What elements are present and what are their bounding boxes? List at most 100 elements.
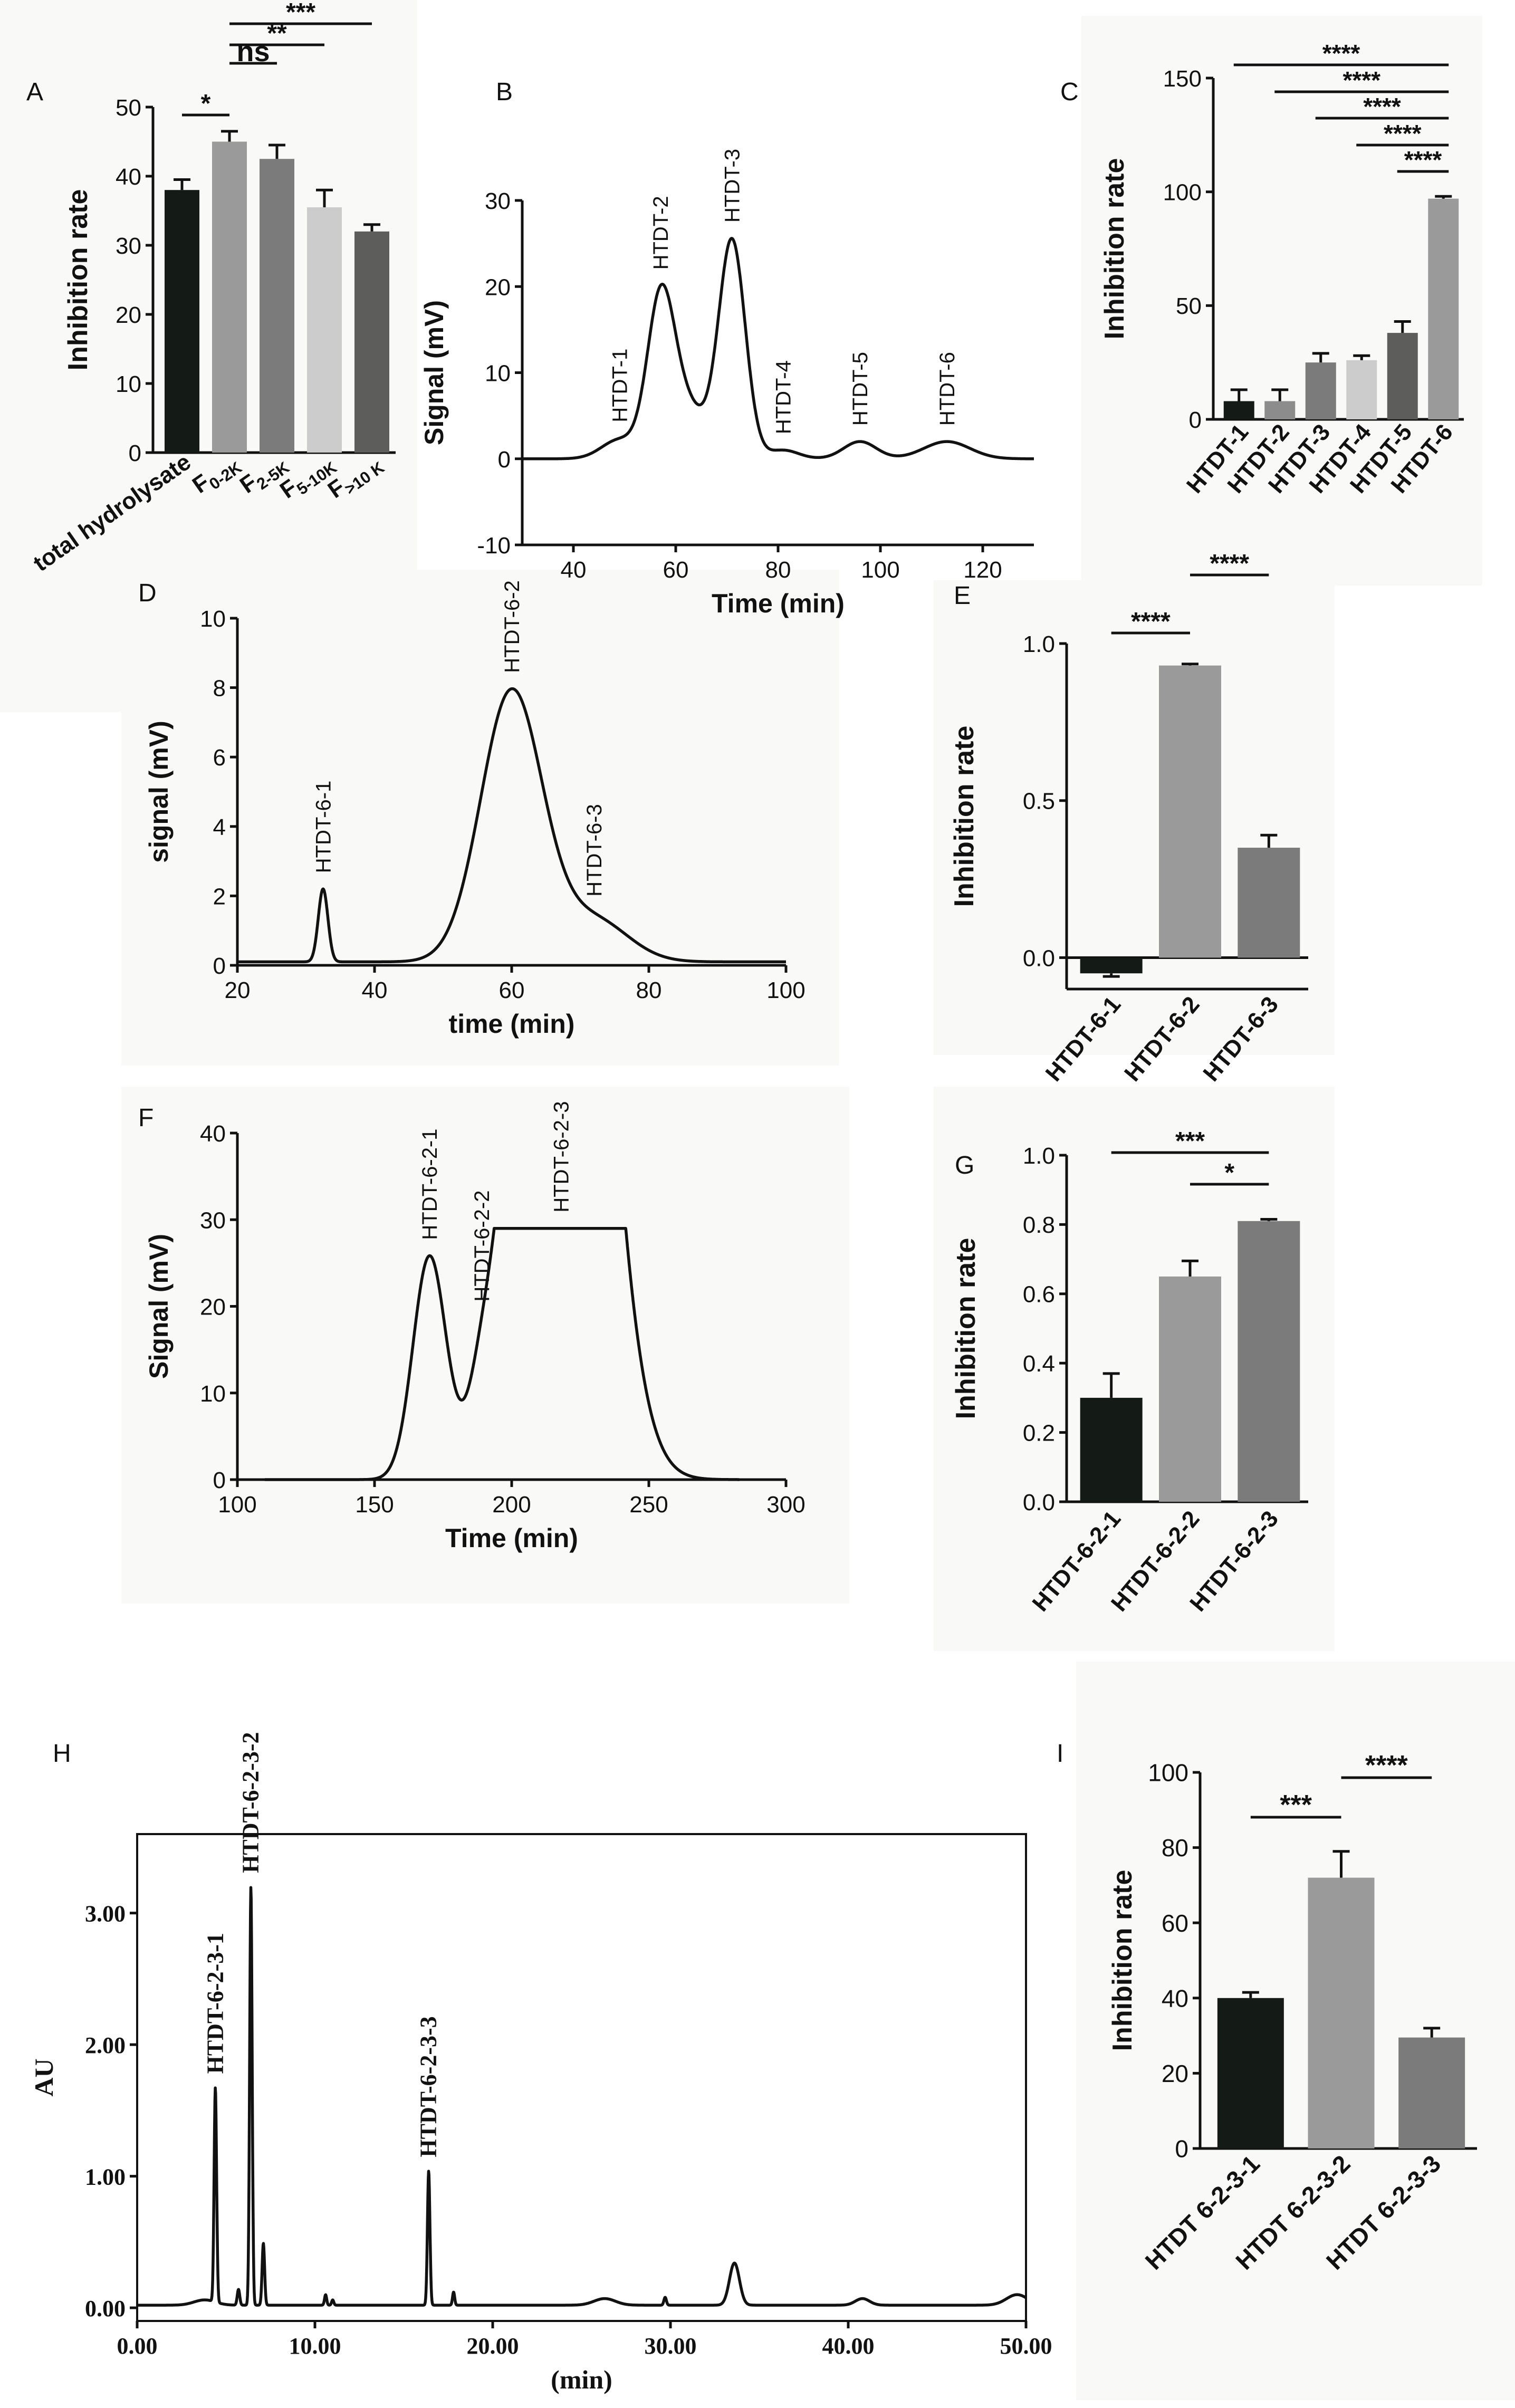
bar [354, 231, 389, 453]
significance-label: **** [1131, 608, 1171, 636]
y-tick-label: 0.5 [1023, 789, 1055, 814]
bar [165, 190, 199, 453]
y-tick-label: 0 [129, 440, 141, 466]
significance-label: **** [1404, 146, 1442, 174]
significance-label: **** [1365, 1750, 1408, 1781]
x-tick-label: 80 [636, 977, 662, 1003]
y-tick-label: 2.00 [85, 2032, 126, 2058]
y-tick-label: 20 [116, 302, 141, 328]
significance-label: *** [1280, 1790, 1312, 1820]
bar [1308, 1877, 1375, 2148]
signal-trace [521, 237, 1035, 461]
significance-label: **** [1363, 93, 1401, 120]
x-tick-label: 120 [963, 557, 1002, 583]
panel-label-c: C [1060, 78, 1079, 106]
panel-f-chromatogram: 0 10 20 30 40 100 150 200 250 300 Time (min) Signal… [144, 1101, 806, 1553]
y-tick-label: 0.8 [1023, 1212, 1055, 1238]
x-axis-label: time (min) [449, 1009, 575, 1039]
y-tick-label: 8 [213, 676, 226, 702]
plot-frame [136, 1833, 1027, 2322]
bar [1238, 1221, 1300, 1502]
bar [307, 207, 342, 453]
significance-label: **** [1343, 66, 1380, 94]
peak-label: HTDT-6-2-3-1 [202, 1933, 228, 2074]
x-tick-label: 40.00 [822, 2333, 875, 2359]
peak-label: HTDT-6-2 [501, 580, 524, 673]
panel-label-g: G [955, 1152, 974, 1179]
y-tick-label: 30 [200, 1207, 226, 1233]
y-tick-label: 6 [213, 745, 226, 771]
significance-label: ns [236, 36, 270, 68]
panel-b-chromatogram: -10 0 10 20 30 40 60 80 100 120 Time (min) Signal (… [419, 149, 1035, 618]
y-tick-label: 0 [213, 1467, 226, 1493]
y-tick-label: 40 [1162, 1984, 1188, 2012]
peak-label: HTDT-6-2-3-3 [416, 2016, 442, 2157]
peak-label: HTDT-1 [608, 349, 631, 423]
bar [1080, 957, 1143, 974]
panel-label-h: H [53, 1740, 71, 1768]
x-axis-label: (min) [551, 2365, 612, 2394]
peak-label: HTDT-2 [649, 196, 673, 270]
x-tick-label: 10.00 [289, 2333, 341, 2359]
peak-label: HTDT-6-2-3 [550, 1101, 573, 1213]
y-tick-label: 1.0 [1023, 631, 1055, 657]
y-tick-label: 50 [116, 95, 141, 121]
peak-label: HTDT-6-2-1 [418, 1128, 442, 1240]
y-tick-label: 0 [213, 953, 226, 979]
significance-label: * [1224, 1159, 1234, 1187]
bar [1159, 1276, 1221, 1502]
y-tick-label: 0.00 [85, 2296, 126, 2321]
peak-label: HTDT-6-3 [583, 804, 606, 897]
bar [1387, 333, 1418, 419]
x-tick-label: 30.00 [645, 2333, 697, 2359]
peak-label: HTDT-3 [721, 149, 744, 223]
y-axis-label: Inhibition rate [949, 726, 980, 907]
panel-label-f: F [138, 1104, 154, 1132]
bar [1159, 665, 1221, 958]
x-tick-label: 0.00 [117, 2333, 158, 2359]
y-axis-label: Inhibition rate [1099, 158, 1130, 340]
x-tick-label: 100 [766, 977, 805, 1003]
bar [212, 141, 247, 453]
x-axis-label: Time (min) [445, 1523, 578, 1553]
x-tick-label: 60 [499, 977, 525, 1003]
bar [1217, 1998, 1284, 2148]
y-tick-label: 10 [200, 606, 226, 632]
bar [1428, 198, 1459, 419]
y-tick-label: 10 [116, 371, 141, 397]
y-tick-label: 0.0 [1023, 1490, 1055, 1515]
x-tick-label: 250 [629, 1492, 668, 1518]
x-tick-label: 150 [355, 1492, 394, 1518]
x-tick-label: 100 [861, 557, 899, 583]
y-tick-label: 0.6 [1023, 1282, 1055, 1308]
x-tick-label: 40 [362, 977, 388, 1003]
significance-label: * [201, 90, 211, 118]
y-tick-label: 50 [1176, 293, 1202, 319]
y-tick-label: 40 [116, 164, 141, 190]
signal-trace [236, 687, 788, 964]
bar [260, 159, 294, 453]
y-tick-label: 1.0 [1023, 1143, 1055, 1169]
peak-label: HTDT-6-2-2 [471, 1191, 494, 1302]
x-tick-label: 80 [765, 557, 791, 583]
y-tick-label: 10 [200, 1381, 226, 1407]
panel-label-a: A [26, 78, 43, 106]
y-tick-label: 100 [1163, 180, 1202, 206]
peak-label: HTDT-6-2-3-2 [238, 1732, 264, 1873]
x-tick-label: 60 [663, 557, 689, 583]
signal-trace [136, 1886, 1028, 2307]
significance-label: **** [1210, 550, 1249, 578]
bar [1238, 848, 1300, 958]
signal-trace [263, 1226, 741, 1481]
bar [1398, 2037, 1465, 2148]
panel-label-b: B [496, 78, 513, 106]
y-tick-label: 0 [498, 447, 511, 473]
y-tick-label: 0 [1175, 2135, 1188, 2163]
x-axis-label: Time (min) [712, 589, 845, 618]
y-axis-label: signal (mV) [144, 721, 174, 862]
y-axis-label: Inhibition rate [951, 1238, 981, 1419]
y-tick-label: 20 [485, 274, 511, 300]
